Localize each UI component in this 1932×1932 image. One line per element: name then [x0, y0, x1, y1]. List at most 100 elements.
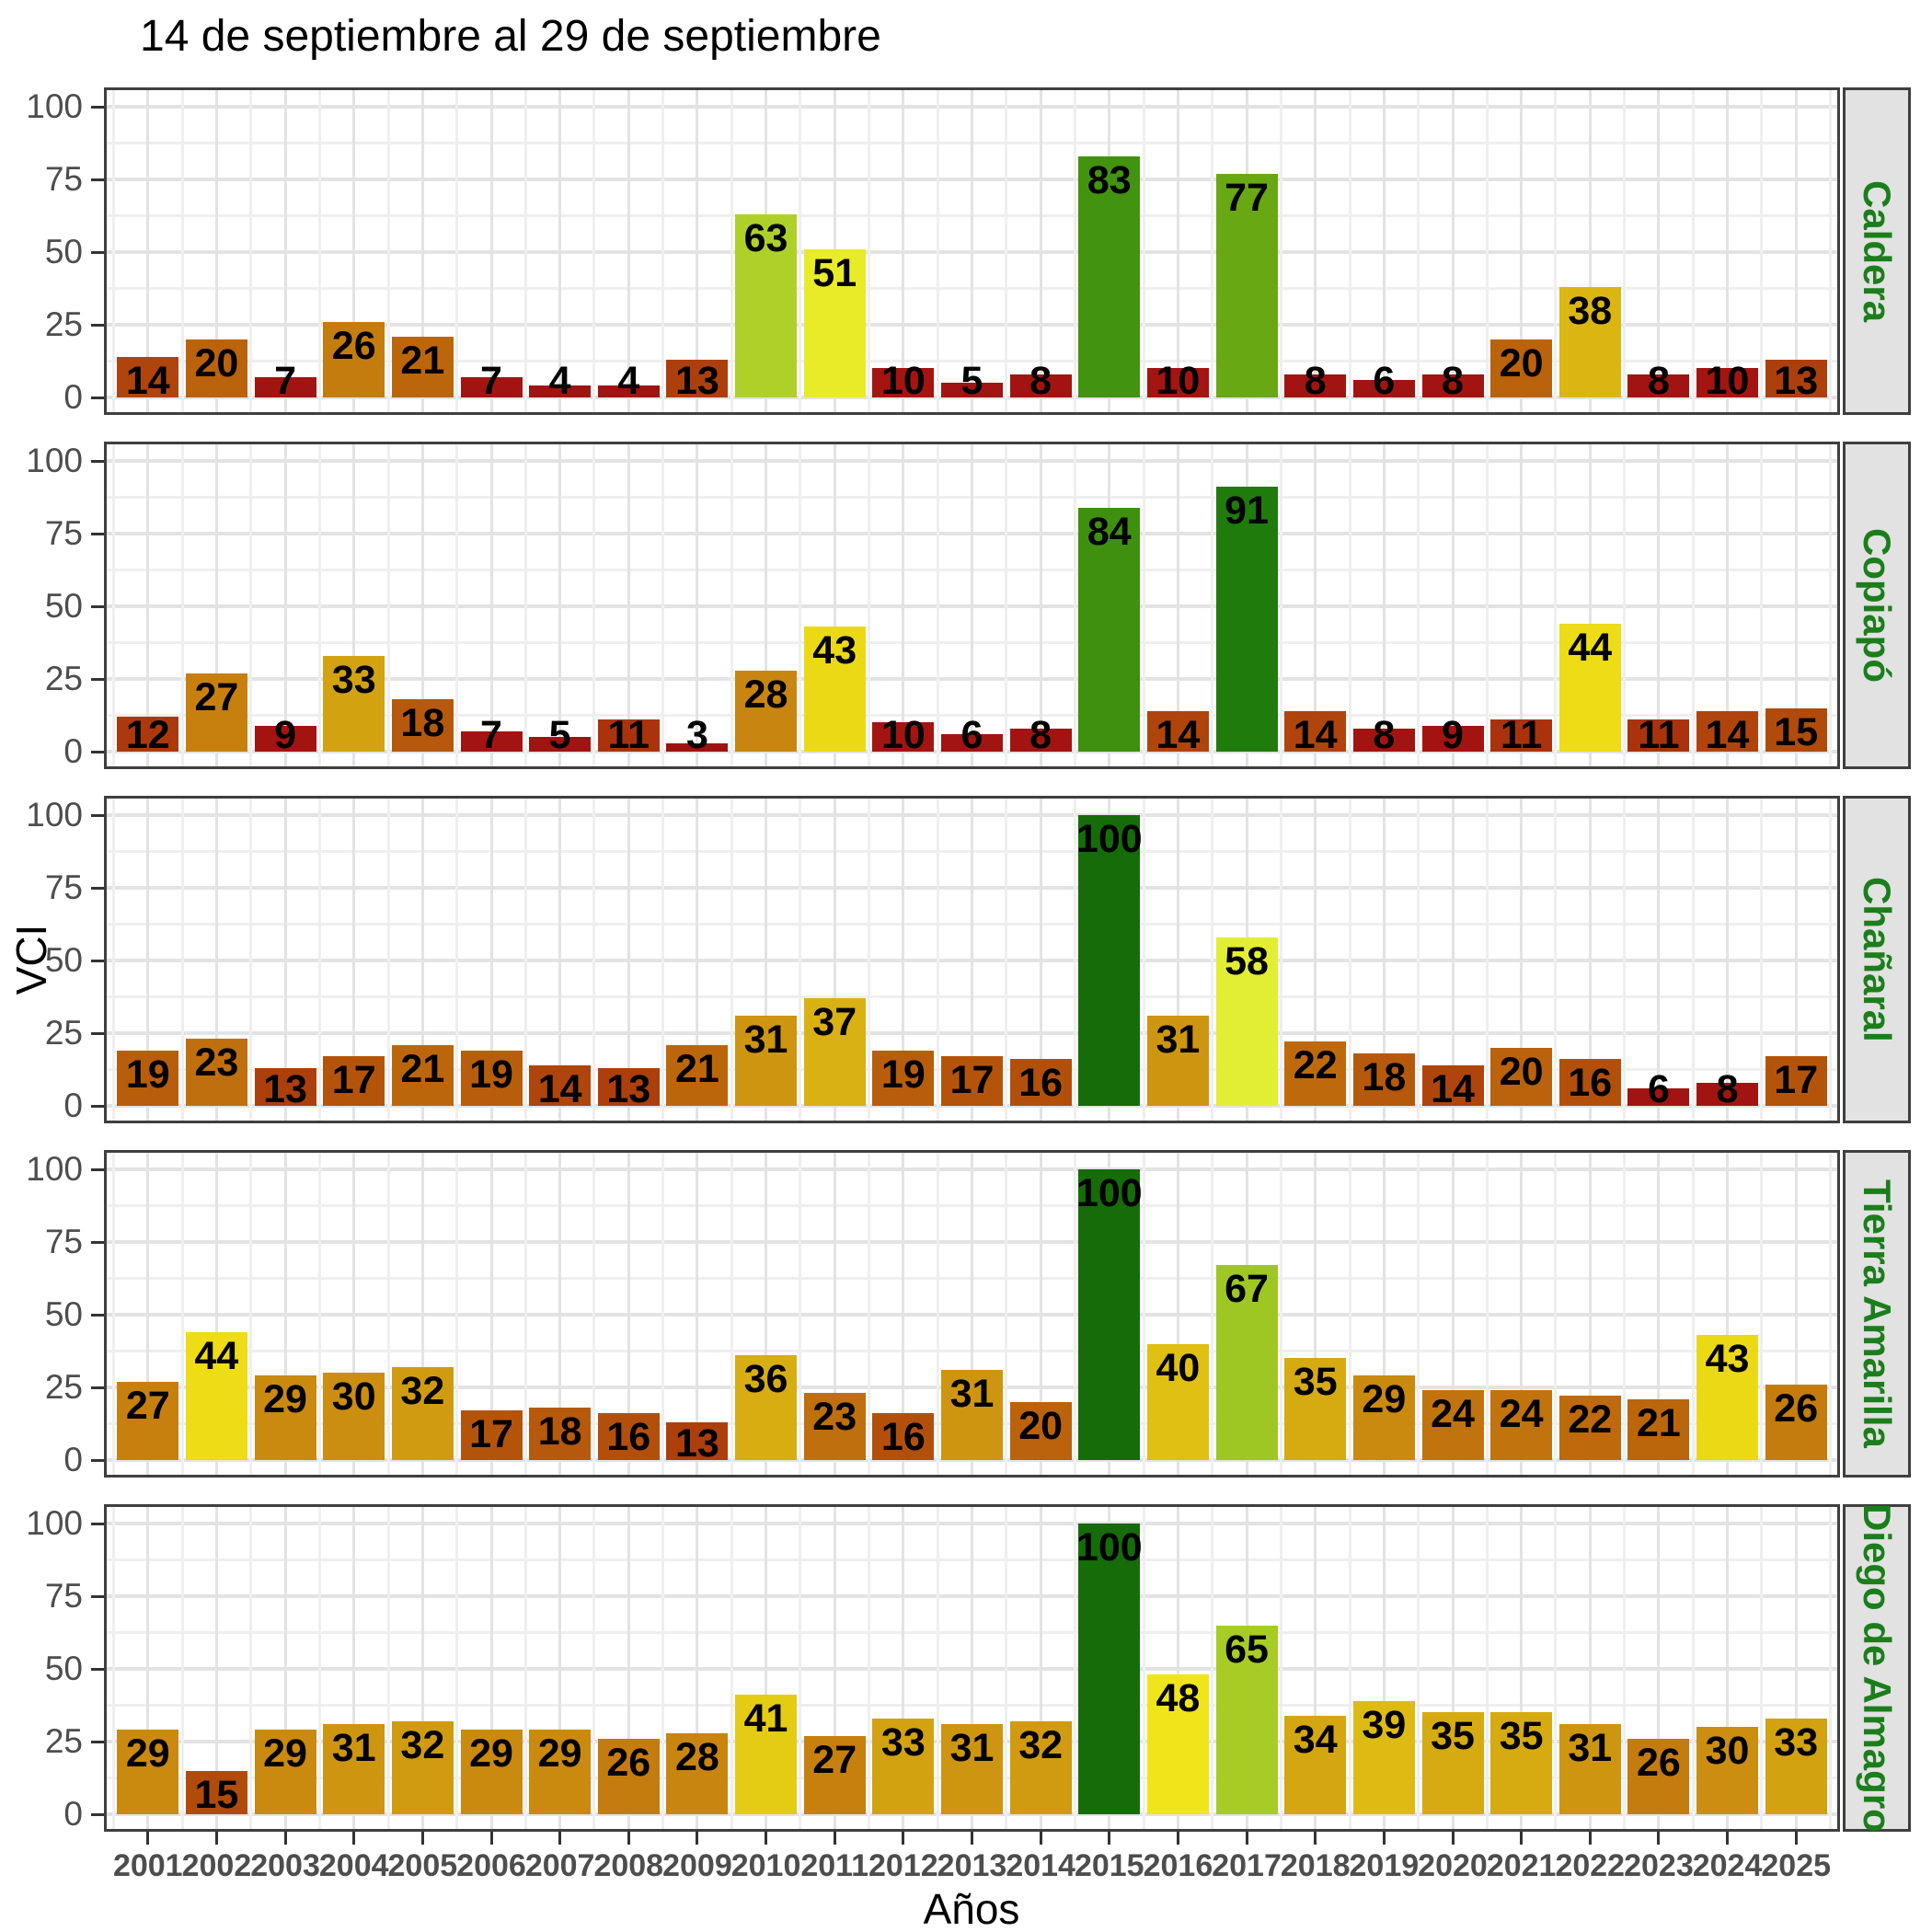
minor-gridline-v: [455, 444, 459, 766]
major-gridline-v: [765, 1153, 768, 1475]
minor-gridline-v: [1623, 1153, 1627, 1475]
minor-gridline-v: [111, 1153, 115, 1475]
minor-gridline-v: [1279, 444, 1282, 766]
major-gridline-v: [420, 1153, 424, 1475]
y-tick-label: 100: [26, 1150, 83, 1188]
x-tick-mark: [696, 1832, 699, 1845]
y-tick-label: 25: [44, 1368, 83, 1406]
y-tick-label: 75: [44, 1577, 83, 1615]
bar-diego-de-almagro-2013: [941, 1724, 1003, 1814]
major-gridline-v: [1382, 799, 1386, 1121]
bar-value-label: 21: [400, 1046, 445, 1091]
major-gridline-v: [1588, 444, 1592, 766]
x-tick-label: 2018: [1280, 1848, 1351, 1883]
y-tick-mark: [91, 1740, 104, 1743]
bar-tierra-amarilla-2010: [735, 1355, 798, 1460]
y-tick-label: 50: [44, 1295, 83, 1333]
x-tick-label: 2016: [1143, 1848, 1213, 1883]
bar-value-label: 28: [743, 672, 788, 717]
bar-diego-de-almagro-2019: [1352, 1700, 1415, 1814]
x-tick-label: 2012: [868, 1848, 938, 1883]
minor-gridline-v: [1760, 90, 1764, 412]
minor-gridline-v: [317, 444, 321, 766]
major-gridline-v: [696, 1153, 699, 1475]
bar-copiapó-2014: [1009, 728, 1072, 752]
major-gridline-v: [833, 799, 836, 1121]
major-gridline-v: [902, 1153, 905, 1475]
minor-gridline-v: [1073, 444, 1076, 766]
minor-gridline-v: [1829, 90, 1833, 412]
bar-copiapó-2007: [529, 737, 592, 752]
bar-value-label: 33: [880, 1719, 926, 1765]
minor-gridline-v: [111, 444, 115, 766]
minor-gridline-v: [523, 1507, 527, 1829]
bar-value-label: 10: [880, 359, 926, 403]
x-tick-mark: [1039, 1832, 1042, 1845]
bar-value-label: 16: [606, 1415, 651, 1460]
bar-caldera-2014: [1009, 374, 1072, 397]
minor-gridline-v: [1005, 1153, 1008, 1475]
bar-caldera-2008: [597, 385, 660, 397]
bar-value-label: 10: [880, 713, 926, 757]
bar-caldera-2019: [1352, 380, 1415, 397]
bar-value-label: 14: [125, 358, 170, 403]
bar-copiapó-2002: [185, 673, 247, 752]
bar-chañaral-2025: [1765, 1056, 1827, 1106]
bar-chañaral-2004: [323, 1056, 385, 1106]
bar-chañaral-2001: [117, 1050, 179, 1106]
bar-value-label: 26: [331, 323, 376, 368]
minor-gridline-v: [455, 1507, 459, 1829]
minor-gridline-v: [936, 444, 939, 766]
minor-gridline-v: [1829, 1153, 1833, 1475]
minor-gridline-v: [111, 90, 115, 412]
bar-value-label: 100: [1075, 1525, 1143, 1570]
minor-gridline-v: [799, 1153, 802, 1475]
major-gridline-v: [558, 1507, 562, 1829]
major-gridline-v: [902, 799, 905, 1121]
bar-caldera-2020: [1421, 374, 1484, 397]
bar-value-label: 16: [880, 1415, 926, 1460]
minor-gridline-v: [1348, 1153, 1351, 1475]
y-tick-label: 0: [63, 732, 83, 770]
bar-tierra-amarilla-2025: [1765, 1384, 1827, 1460]
minor-gridline-v: [936, 1153, 939, 1475]
bar-value-label: 21: [400, 338, 445, 383]
bar-value-label: 13: [1774, 359, 1819, 403]
bar-value-label: 33: [1774, 1719, 1819, 1765]
facet-panel: 14 20 7 26 21 7 4 4 13 63 51 10 5 8 83 10 77 8 6 8 20 38 8 10 13: [104, 87, 1840, 415]
bar-diego-de-almagro-2025: [1765, 1718, 1827, 1814]
major-gridline-v: [489, 799, 493, 1121]
bar-copiapó-2001: [117, 717, 179, 752]
minor-gridline-v: [1623, 90, 1627, 412]
major-gridline-v: [489, 90, 493, 412]
bar-value-label: 18: [537, 1409, 582, 1455]
minor-gridline-v: [317, 90, 321, 412]
minor-gridline-v: [249, 1507, 253, 1829]
facet-strip: Caldera: [1843, 87, 1911, 415]
bar-tierra-amarilla-2003: [254, 1375, 316, 1460]
major-gridline-v: [902, 1507, 905, 1829]
major-gridline-v: [1588, 1507, 1592, 1829]
y-tick-label: 75: [44, 160, 83, 198]
facet-strip-label-4: Diego de Almagro: [1856, 1503, 1899, 1833]
bar-value-label: 15: [194, 1772, 239, 1817]
bar-value-label: 21: [1637, 1400, 1681, 1445]
bar-copiapó-2012: [872, 722, 935, 752]
bar-value-label: 100: [1075, 817, 1143, 861]
minor-gridline-v: [661, 1507, 665, 1829]
bar-tierra-amarilla-2012: [872, 1413, 935, 1460]
x-tick-mark: [1245, 1832, 1248, 1845]
bar-tierra-amarilla-2015: [1078, 1169, 1141, 1460]
minor-gridline-v: [730, 444, 733, 766]
x-tick-mark: [627, 1832, 630, 1845]
y-tick-label: 100: [26, 442, 83, 479]
bar-value-label: 27: [194, 674, 239, 719]
bar-tierra-amarilla-2014: [1009, 1401, 1072, 1460]
minor-gridline-v: [1760, 444, 1764, 766]
bar-copiapó-2006: [460, 730, 523, 752]
bar-copiapó-2005: [391, 699, 454, 752]
minor-gridline-v: [1348, 90, 1351, 412]
major-gridline-v: [1314, 799, 1317, 1121]
facet-strip: Copiapó: [1843, 442, 1911, 769]
minor-gridline-v: [1623, 444, 1627, 766]
